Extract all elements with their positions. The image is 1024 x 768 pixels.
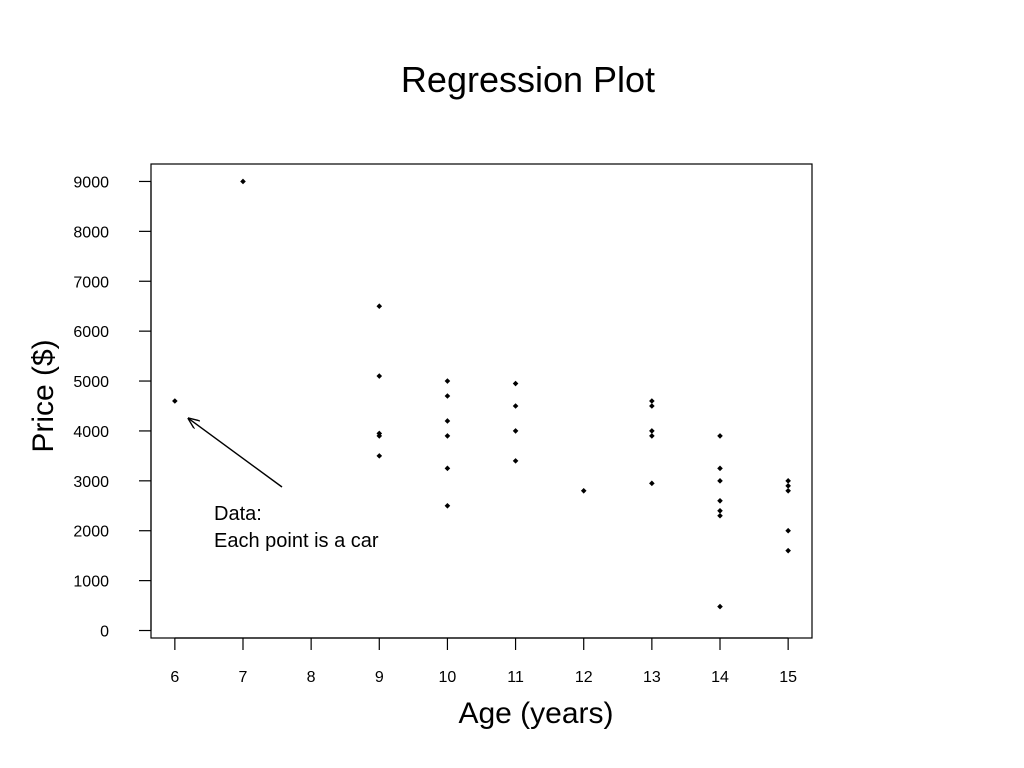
data-point — [444, 378, 451, 384]
data-point — [444, 418, 451, 424]
chart-title: Regression Plot — [401, 59, 655, 100]
data-point — [512, 403, 519, 409]
y-axis-label: Price ($) — [27, 339, 60, 452]
y-axis: 0 1000 2000 3000 4000 5000 6000 7000 8000 9000 — [73, 174, 152, 641]
data-point — [376, 303, 383, 309]
x-tick-label: 15 — [779, 669, 797, 686]
x-axis: 6 7 8 9 10 11 12 13 14 15 — [170, 637, 797, 686]
plot-frame — [150, 163, 813, 639]
y-tick-label: 2000 — [73, 524, 109, 541]
data-point — [512, 428, 519, 434]
annotation-arrow — [188, 418, 283, 488]
y-tick-label: 0 — [100, 624, 109, 641]
y-tick-label: 1000 — [73, 574, 109, 591]
data-point — [512, 458, 519, 464]
data-point — [717, 507, 723, 514]
annotation-line-1: Data: — [214, 503, 262, 525]
x-tick-label: 13 — [643, 669, 661, 686]
data-point — [512, 380, 519, 387]
data-point — [172, 398, 178, 404]
y-tick-label: 9000 — [73, 174, 109, 191]
data-point — [785, 527, 791, 534]
data-point — [717, 433, 723, 439]
x-tick-label: 6 — [170, 669, 179, 686]
data-point — [444, 393, 451, 399]
data-point — [717, 497, 723, 504]
annotation: Data: Each point is a car — [188, 418, 379, 552]
data-point — [444, 433, 451, 439]
y-tick-label: 5000 — [73, 374, 109, 391]
x-tick-label: 10 — [439, 669, 457, 686]
data-point — [376, 453, 383, 459]
x-tick-label: 11 — [507, 669, 524, 686]
data-point — [376, 373, 383, 379]
x-axis-label: Age (years) — [458, 697, 613, 730]
data-point — [785, 547, 791, 554]
data-point — [649, 428, 655, 434]
x-tick-label: 12 — [575, 669, 593, 686]
x-tick-label: 7 — [239, 669, 248, 686]
data-point — [649, 403, 655, 409]
x-tick-label: 14 — [711, 669, 729, 686]
x-tick-label: 9 — [375, 669, 384, 686]
y-tick-label: 6000 — [73, 324, 109, 341]
data-point — [240, 178, 246, 185]
y-tick-label: 8000 — [73, 224, 109, 241]
data-point — [785, 478, 791, 484]
data-point — [785, 483, 791, 489]
annotation-line-2: Each point is a car — [214, 530, 379, 552]
data-points — [172, 178, 791, 610]
data-point — [785, 488, 791, 494]
data-point — [649, 480, 655, 487]
data-point — [717, 478, 723, 484]
data-point — [717, 465, 723, 472]
data-point — [444, 465, 451, 472]
y-tick-label: 4000 — [73, 424, 109, 441]
data-point — [649, 398, 655, 404]
data-point — [717, 603, 723, 610]
y-tick-label: 7000 — [73, 274, 109, 291]
data-point — [376, 433, 383, 439]
data-point — [580, 488, 587, 494]
data-point — [717, 512, 723, 519]
y-tick-label: 3000 — [73, 474, 109, 491]
data-point — [444, 502, 451, 509]
x-tick-label: 8 — [307, 669, 316, 686]
data-point — [649, 433, 655, 439]
